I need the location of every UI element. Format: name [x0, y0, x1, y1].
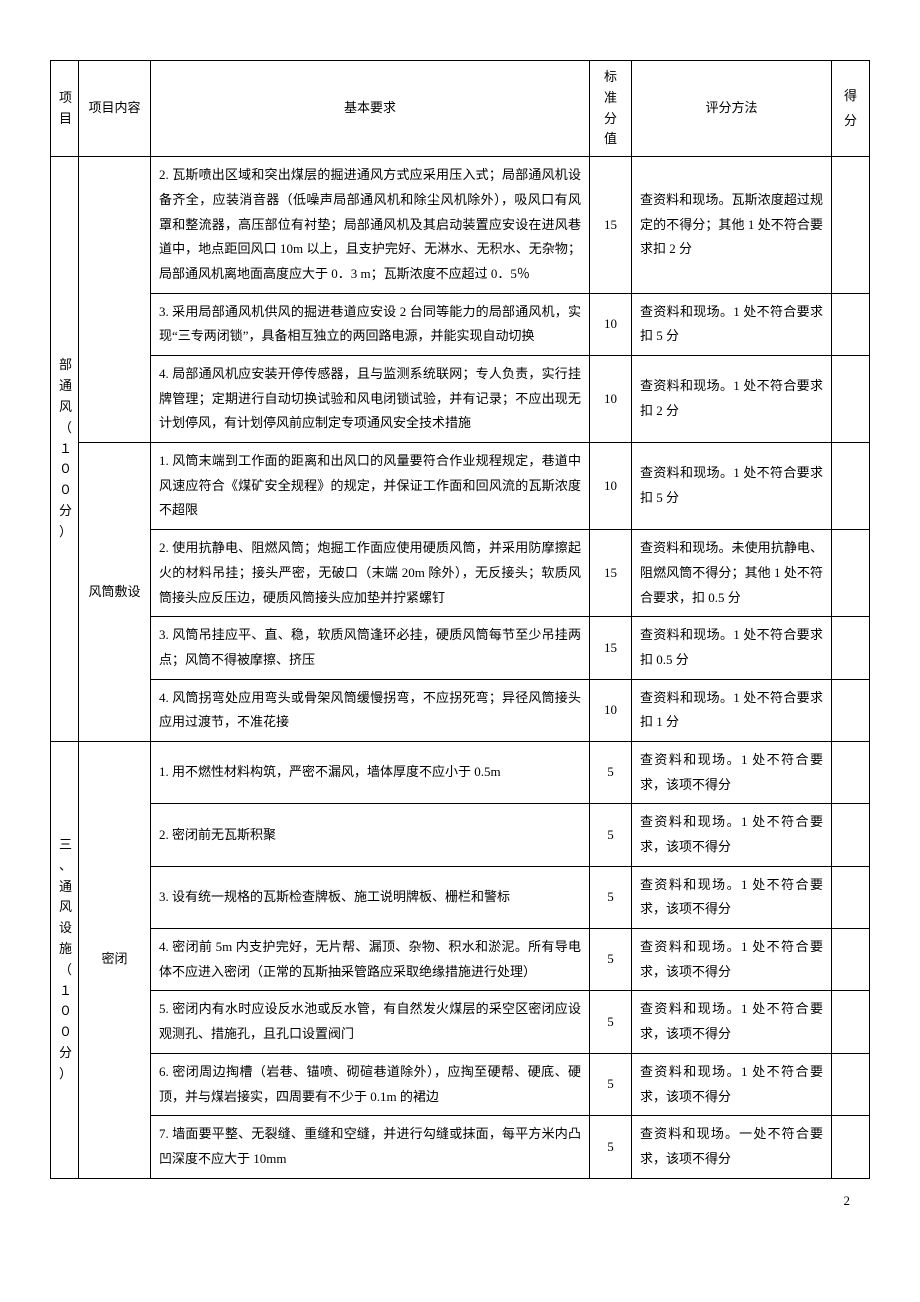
method-cell: 查资料和现场。1 处不符合要求，该项不得分: [632, 866, 832, 928]
method-cell: 查资料和现场。一处不符合要求，该项不得分: [632, 1116, 832, 1178]
score-cell: 10: [590, 679, 632, 741]
score-cell: 10: [590, 356, 632, 443]
got-cell: [832, 991, 870, 1053]
hdr-got: 得分: [832, 61, 870, 157]
table-row: 3. 采用局部通风机供风的掘进巷道应安设 2 台同等能力的局部通风机，实现“三专…: [51, 293, 870, 355]
table-row: 2. 密闭前无瓦斯积聚 5 查资料和现场。1 处不符合要求，该项不得分: [51, 804, 870, 866]
got-cell: [832, 617, 870, 679]
table-row: 3. 风筒吊挂应平、直、稳，软质风筒逢环必挂，硬质风筒每节至少吊挂两点；风筒不得…: [51, 617, 870, 679]
method-cell: 查资料和现场。未使用抗静电、阻燃风筒不得分；其他 1 处不符合要求，扣 0.5 …: [632, 530, 832, 617]
score-cell: 15: [590, 617, 632, 679]
got-cell: [832, 929, 870, 991]
table-row: 4. 密闭前 5m 内支护完好，无片帮、漏顶、杂物、积水和淤泥。所有导电体不应进…: [51, 929, 870, 991]
page-number: 2: [50, 1189, 870, 1214]
table-row: 风筒敷设 1. 风筒末端到工作面的距离和出风口的风量要符合作业规程规定，巷道中风…: [51, 443, 870, 530]
got-cell: [832, 356, 870, 443]
req-cell: 1. 风筒末端到工作面的距离和出风口的风量要符合作业规程规定，巷道中风速应符合《…: [151, 443, 590, 530]
score-cell: 15: [590, 157, 632, 293]
got-cell: [832, 741, 870, 803]
table-row: 5. 密闭内有水时应设反水池或反水管，有自然发火煤层的采空区密闭应设观测孔、措施…: [51, 991, 870, 1053]
table-row: 部通风（１００分） 2. 瓦斯喷出区域和突出煤层的掘进通风方式应采用压入式；局部…: [51, 157, 870, 293]
table-row: 2. 使用抗静电、阻燃风筒；炮掘工作面应使用硬质风筒，并采用防摩擦起火的材料吊挂…: [51, 530, 870, 617]
table-row: 3. 设有统一规格的瓦斯检查牌板、施工说明牌板、栅栏和警标 5 查资料和现场。1…: [51, 866, 870, 928]
score-cell: 5: [590, 1053, 632, 1115]
req-cell: 7. 墙面要平整、无裂缝、重缝和空缝，并进行勾缝或抹面，每平方米内凸凹深度不应大…: [151, 1116, 590, 1178]
section-c-content: 密闭: [79, 741, 151, 1178]
evaluation-table: 项目 项目内容 基本要求 标准分值 评分方法 得分 部通风（１００分） 2. 瓦…: [50, 60, 870, 1179]
method-cell: 查资料和现场。1 处不符合要求扣 1 分: [632, 679, 832, 741]
got-cell: [832, 804, 870, 866]
score-cell: 5: [590, 741, 632, 803]
method-cell: 查资料和现场。1 处不符合要求扣 5 分: [632, 293, 832, 355]
table-row: 三、通风设施（１００分） 密闭 1. 用不燃性材料构筑，严密不漏风，墙体厚度不应…: [51, 741, 870, 803]
req-cell: 4. 风筒拐弯处应用弯头或骨架风筒缓慢拐弯，不应拐死弯；异径风筒接头应用过渡节，…: [151, 679, 590, 741]
hdr-content: 项目内容: [79, 61, 151, 157]
req-cell: 3. 风筒吊挂应平、直、稳，软质风筒逢环必挂，硬质风筒每节至少吊挂两点；风筒不得…: [151, 617, 590, 679]
got-cell: [832, 530, 870, 617]
hdr-method: 评分方法: [632, 61, 832, 157]
req-cell: 3. 采用局部通风机供风的掘进巷道应安设 2 台同等能力的局部通风机，实现“三专…: [151, 293, 590, 355]
method-cell: 查资料和现场。1 处不符合要求扣 0.5 分: [632, 617, 832, 679]
table-row: 4. 风筒拐弯处应用弯头或骨架风筒缓慢拐弯，不应拐死弯；异径风筒接头应用过渡节，…: [51, 679, 870, 741]
score-cell: 5: [590, 929, 632, 991]
score-cell: 15: [590, 530, 632, 617]
score-cell: 5: [590, 1116, 632, 1178]
method-cell: 查资料和现场。1 处不符合要求，该项不得分: [632, 1053, 832, 1115]
req-cell: 2. 密闭前无瓦斯积聚: [151, 804, 590, 866]
section-a-title: 部通风（１００分）: [51, 157, 79, 742]
got-cell: [832, 1116, 870, 1178]
score-cell: 5: [590, 804, 632, 866]
method-cell: 查资料和现场。1 处不符合要求，该项不得分: [632, 804, 832, 866]
req-cell: 6. 密闭周边掏槽（岩巷、锚喷、砌碹巷道除外），应掏至硬帮、硬底、硬顶，并与煤岩…: [151, 1053, 590, 1115]
table-row: 6. 密闭周边掏槽（岩巷、锚喷、砌碹巷道除外），应掏至硬帮、硬底、硬顶，并与煤岩…: [51, 1053, 870, 1115]
score-cell: 10: [590, 443, 632, 530]
section-a-content-b: 风筒敷设: [79, 443, 151, 742]
req-cell: 1. 用不燃性材料构筑，严密不漏风，墙体厚度不应小于 0.5m: [151, 741, 590, 803]
score-cell: 5: [590, 991, 632, 1053]
got-cell: [832, 866, 870, 928]
method-cell: 查资料和现场。1 处不符合要求，该项不得分: [632, 741, 832, 803]
method-cell: 查资料和现场。瓦斯浓度超过规定的不得分；其他 1 处不符合要求扣 2 分: [632, 157, 832, 293]
score-cell: 5: [590, 866, 632, 928]
hdr-project: 项目: [51, 61, 79, 157]
table-row: 4. 局部通风机应安装开停传感器，且与监测系统联网；专人负责，实行挂牌管理；定期…: [51, 356, 870, 443]
req-cell: 3. 设有统一规格的瓦斯检查牌板、施工说明牌板、栅栏和警标: [151, 866, 590, 928]
score-cell: 10: [590, 293, 632, 355]
method-cell: 查资料和现场。1 处不符合要求扣 2 分: [632, 356, 832, 443]
table-header-row: 项目 项目内容 基本要求 标准分值 评分方法 得分: [51, 61, 870, 157]
req-cell: 2. 瓦斯喷出区域和突出煤层的掘进通风方式应采用压入式；局部通风机设备齐全，应装…: [151, 157, 590, 293]
req-cell: 5. 密闭内有水时应设反水池或反水管，有自然发火煤层的采空区密闭应设观测孔、措施…: [151, 991, 590, 1053]
method-cell: 查资料和现场。1 处不符合要求扣 5 分: [632, 443, 832, 530]
hdr-score: 标准分值: [590, 61, 632, 157]
method-cell: 查资料和现场。1 处不符合要求，该项不得分: [632, 929, 832, 991]
table-row: 7. 墙面要平整、无裂缝、重缝和空缝，并进行勾缝或抹面，每平方米内凸凹深度不应大…: [51, 1116, 870, 1178]
got-cell: [832, 443, 870, 530]
hdr-req: 基本要求: [151, 61, 590, 157]
got-cell: [832, 1053, 870, 1115]
req-cell: 2. 使用抗静电、阻燃风筒；炮掘工作面应使用硬质风筒，并采用防摩擦起火的材料吊挂…: [151, 530, 590, 617]
req-cell: 4. 密闭前 5m 内支护完好，无片帮、漏顶、杂物、积水和淤泥。所有导电体不应进…: [151, 929, 590, 991]
req-cell: 4. 局部通风机应安装开停传感器，且与监测系统联网；专人负责，实行挂牌管理；定期…: [151, 356, 590, 443]
section-a-content-blank: [79, 157, 151, 443]
got-cell: [832, 293, 870, 355]
got-cell: [832, 679, 870, 741]
got-cell: [832, 157, 870, 293]
method-cell: 查资料和现场。1 处不符合要求，该项不得分: [632, 991, 832, 1053]
section-c-title: 三、通风设施（１００分）: [51, 741, 79, 1178]
